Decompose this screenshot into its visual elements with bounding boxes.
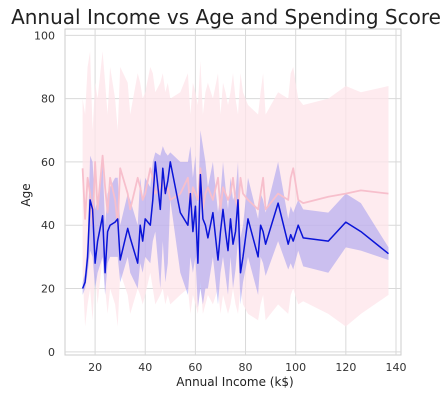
y-axis-label: Age: [19, 183, 33, 206]
x-tick-label: 80: [239, 361, 253, 374]
y-tick-label: 40: [41, 219, 55, 232]
x-tick-labels: 20 40 60 80 100 120 140: [88, 361, 406, 374]
series-line-0: [81, 161, 389, 289]
confidence-band-1: [82, 51, 389, 327]
y-tick-labels: 0 20 40 60 80 100: [34, 29, 55, 359]
x-tick-label: 120: [335, 361, 356, 374]
y-tick-label: 0: [48, 346, 55, 359]
x-axis-label: Annual Income (k$): [176, 375, 293, 389]
y-tick-label: 100: [34, 29, 55, 42]
confidence-bands: [82, 51, 389, 327]
y-tick-label: 80: [41, 93, 55, 106]
x-tick-label: 140: [385, 361, 406, 374]
x-tick-label: 60: [188, 361, 202, 374]
y-tick-label: 60: [41, 156, 55, 169]
series-line-1: [81, 154, 389, 227]
confidence-band-0: [82, 130, 389, 308]
x-tick-label: 40: [138, 361, 152, 374]
chart-title: Annual Income vs Age and Spending Score: [11, 5, 441, 29]
x-tick-label: 100: [285, 361, 306, 374]
series-lines: [81, 154, 389, 289]
x-tick-label: 20: [88, 361, 102, 374]
y-tick-label: 20: [41, 283, 55, 296]
